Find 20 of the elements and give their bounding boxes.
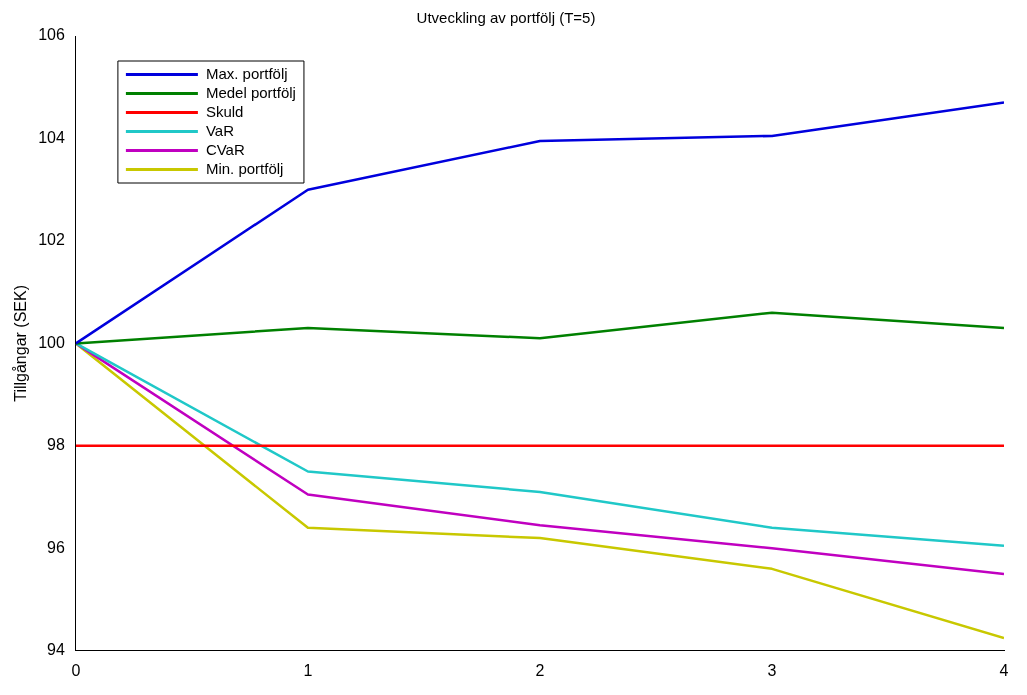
y-tick-label: 94 — [47, 641, 65, 659]
x-tick-label: 0 — [71, 661, 81, 679]
y-tick-label: 98 — [47, 436, 65, 454]
legend-label: Min. portfölj — [205, 159, 284, 177]
chart-title: Utveckling av portfölj (T=5) — [416, 9, 596, 27]
x-tick-label: 1 — [303, 661, 313, 679]
legend-label: Medel portfölj — [205, 83, 296, 101]
x-tick-label: 3 — [767, 661, 777, 679]
x-tick-label: 2 — [535, 661, 545, 679]
legend-label: VaR — [205, 121, 235, 139]
y-axis-title: Tillgångar (SEK) — [12, 285, 30, 402]
x-tick-label: 4 — [999, 661, 1009, 679]
y-tick-label: 100 — [38, 333, 65, 351]
y-tick-label: 102 — [38, 231, 65, 249]
y-tick-label: 104 — [38, 128, 65, 146]
y-tick-label: 106 — [38, 26, 65, 44]
y-tick-label: 96 — [47, 538, 65, 556]
legend-label: CVaR — [205, 140, 245, 158]
legend-label: Skuld — [205, 102, 244, 120]
legend-label: Max. portfölj — [205, 64, 288, 82]
